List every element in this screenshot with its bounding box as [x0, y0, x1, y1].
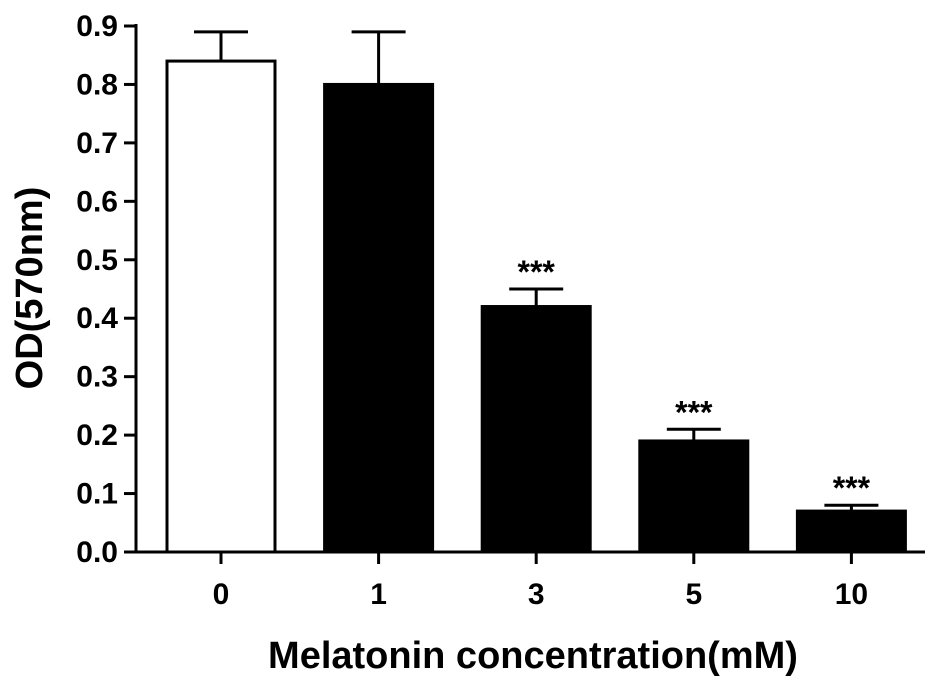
- significance-label: ***: [675, 394, 713, 430]
- x-axis-title: Melatonin concentration(mM): [268, 635, 798, 677]
- y-tick-label: 0.1: [76, 478, 118, 511]
- bar: [323, 82, 435, 554]
- y-tick-label: 0.0: [76, 536, 118, 569]
- x-tick-label: 1: [370, 578, 387, 611]
- x-tick-label: 10: [835, 578, 868, 611]
- y-tick-label: 0.3: [76, 361, 118, 394]
- y-axis: 0.0 0.1 0.2 0.3 0.4 0.5 0.6 0.7 0.8 0.9: [76, 10, 138, 569]
- x-axis: 0 1 3 5 10: [134, 550, 925, 611]
- bar: [795, 509, 907, 554]
- y-tick-label: 0.6: [76, 185, 118, 218]
- y-tick-label: 0.2: [76, 419, 118, 452]
- y-tick-label: 0.5: [76, 244, 118, 277]
- x-tick-label: 3: [528, 578, 545, 611]
- bars: *** *** ***: [165, 30, 907, 554]
- significance-label: ***: [833, 470, 871, 506]
- x-tick-label: 5: [685, 578, 702, 611]
- x-tick-label: 0: [213, 578, 230, 611]
- bar: [638, 439, 750, 554]
- bar: [165, 59, 277, 554]
- bar: [480, 305, 592, 554]
- significance-label: ***: [518, 254, 556, 290]
- y-tick-label: 0.8: [76, 68, 118, 101]
- y-axis-title: OD(570nm): [9, 187, 51, 390]
- y-tick-label: 0.9: [76, 10, 118, 43]
- y-tick-label: 0.7: [76, 127, 118, 160]
- y-tick-label: 0.4: [76, 302, 118, 335]
